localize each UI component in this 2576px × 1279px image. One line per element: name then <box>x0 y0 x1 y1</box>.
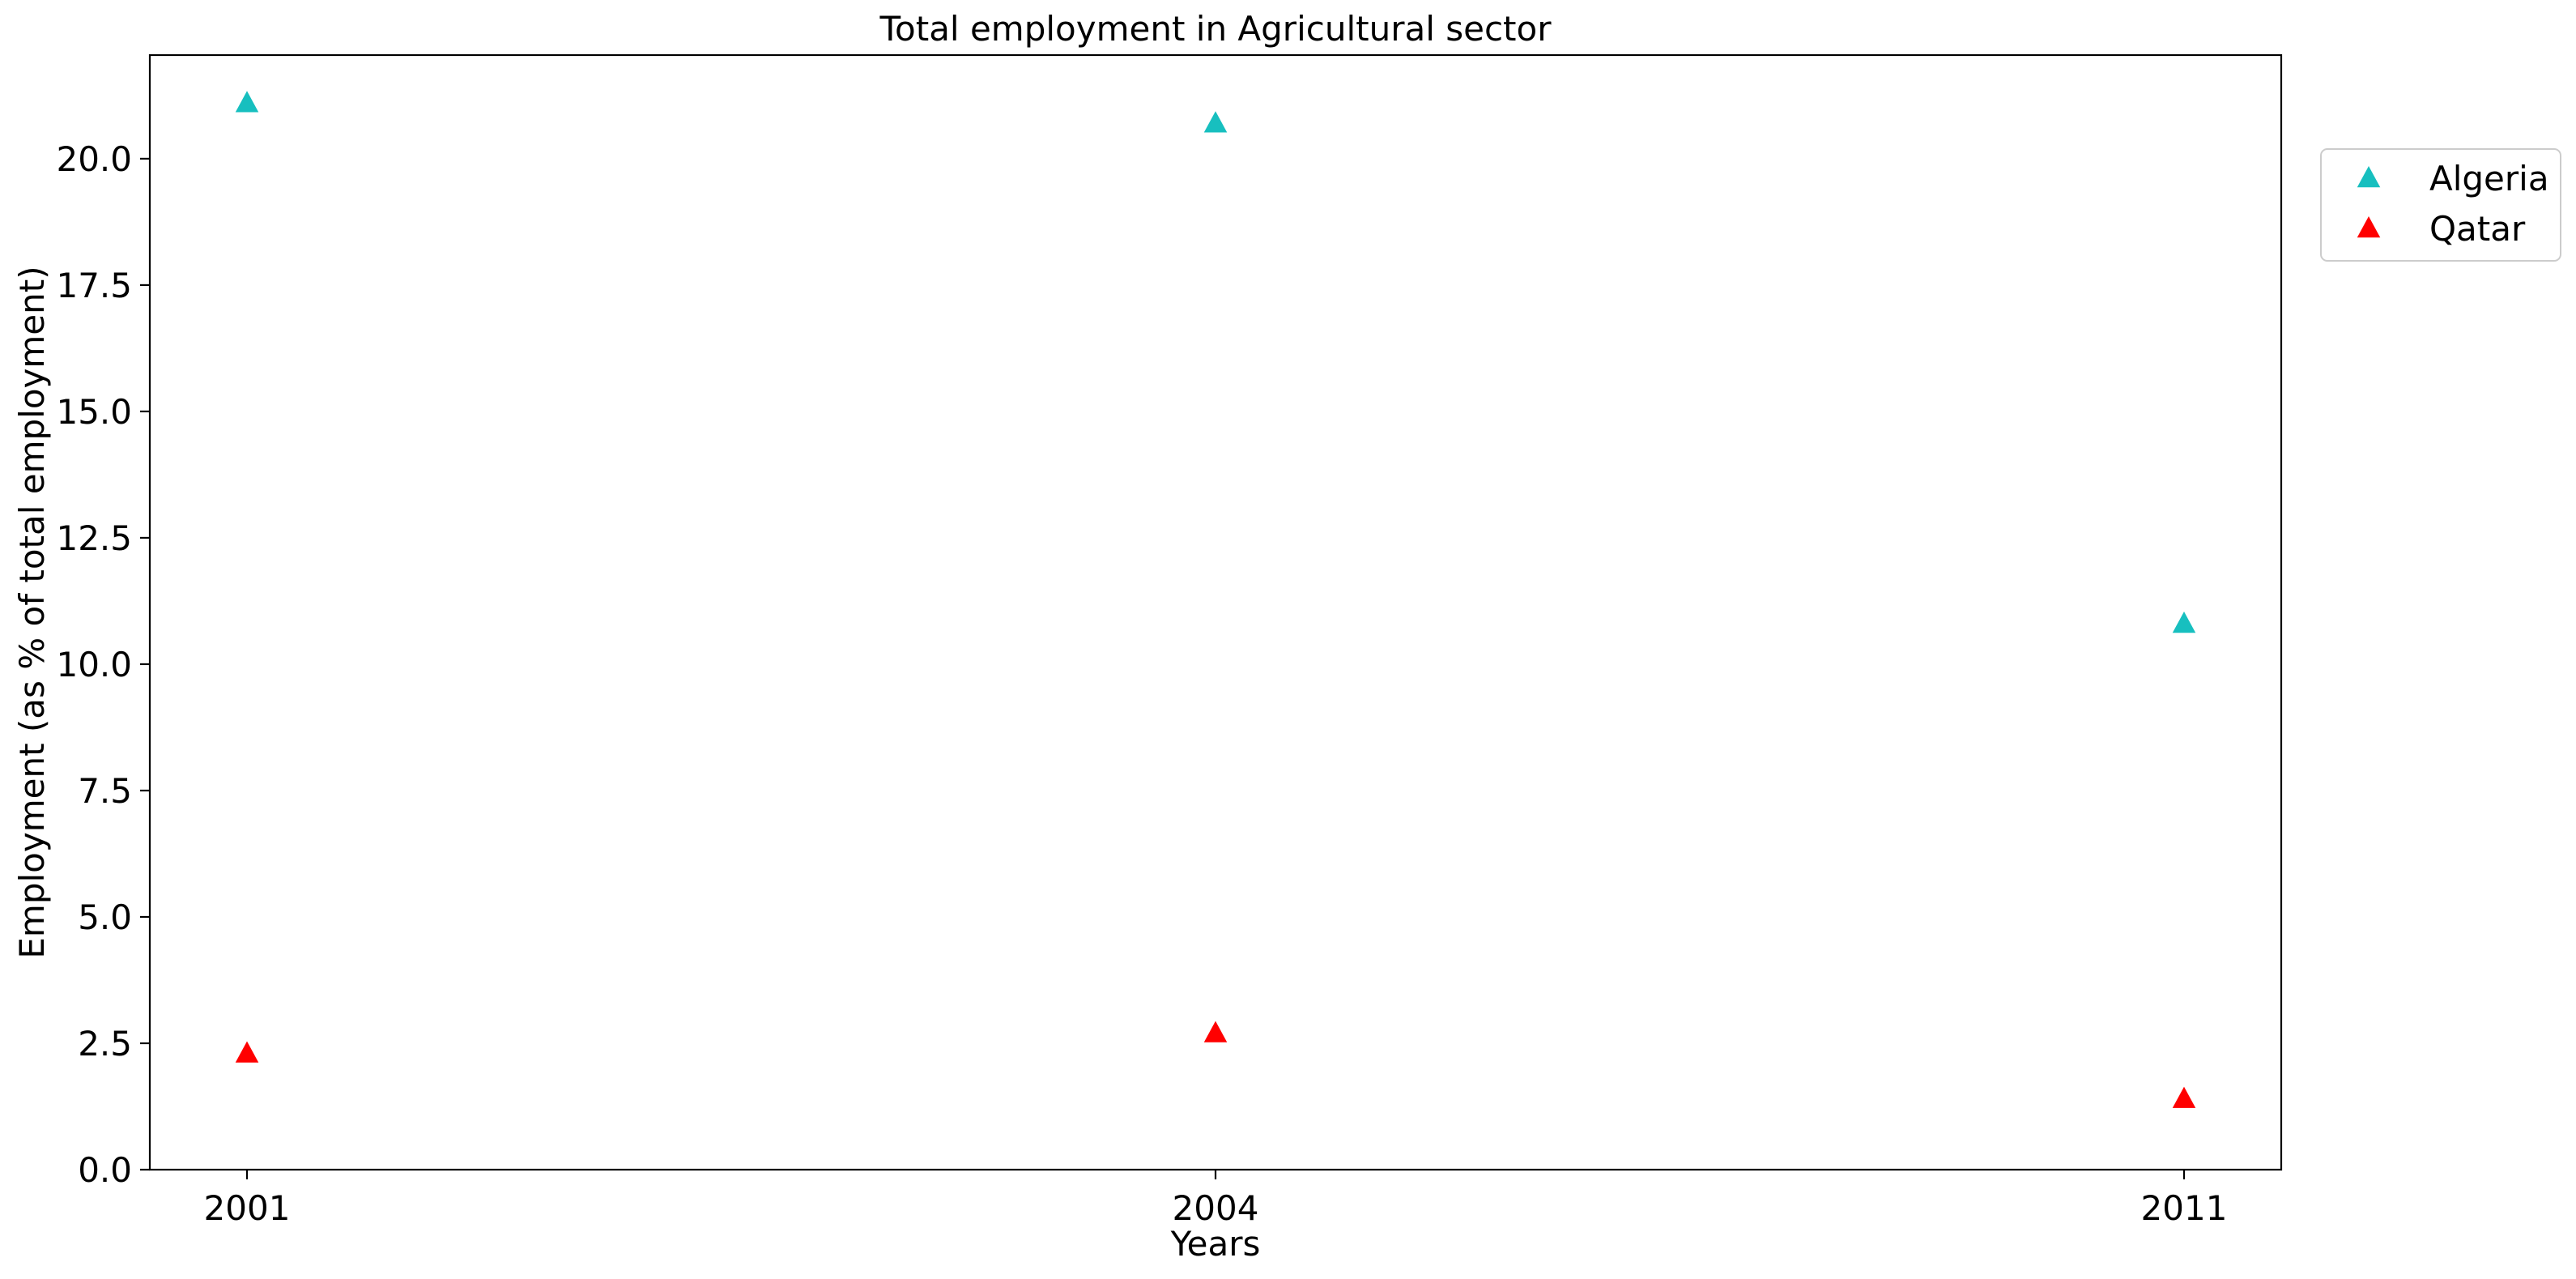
y-tick-label: 7.5 <box>78 771 132 811</box>
y-tick-label: 5.0 <box>78 897 132 937</box>
y-tick-label: 12.5 <box>56 518 132 558</box>
legend: Algeria Qatar <box>2320 148 2561 262</box>
series-qatar <box>235 1021 2196 1108</box>
x-axis: 2001 2004 2011 <box>204 1170 2228 1228</box>
y-tick-label: 20.0 <box>56 139 132 179</box>
legend-label: Qatar <box>2429 209 2526 249</box>
data-point-qatar <box>1203 1021 1228 1042</box>
legend-label: Algeria <box>2429 159 2549 198</box>
y-axis: 0.0 2.5 5.0 7.5 10.0 12.5 15.0 17.5 20.0 <box>56 139 150 1190</box>
x-tick-label: 2004 <box>1173 1188 1259 1228</box>
x-axis-label: Years <box>1170 1224 1261 1264</box>
y-tick-label: 2.5 <box>78 1024 132 1064</box>
y-tick-label: 10.0 <box>56 645 132 684</box>
legend-marker <box>2357 166 2381 188</box>
data-point-algeria <box>2172 612 2196 633</box>
series-algeria <box>235 91 2196 633</box>
chart-title: Total employment in Agricultural sector <box>879 9 1552 49</box>
plot-area-frame <box>148 53 2283 1171</box>
legend-marker <box>2357 216 2381 238</box>
x-tick-label: 2001 <box>204 1188 291 1228</box>
y-axis-label: Employment (as % of total employment) <box>12 266 52 958</box>
data-point-algeria <box>235 91 259 113</box>
legend-box <box>2320 148 2561 262</box>
data-point-algeria <box>1203 111 1228 133</box>
y-tick-label: 15.0 <box>56 392 132 432</box>
data-markers <box>235 91 2196 1108</box>
y-tick-label: 17.5 <box>56 266 132 305</box>
y-tick-label: 0.0 <box>78 1150 132 1190</box>
data-point-qatar <box>2172 1086 2196 1108</box>
x-tick-label: 2011 <box>2141 1188 2228 1228</box>
data-point-qatar <box>235 1041 259 1063</box>
